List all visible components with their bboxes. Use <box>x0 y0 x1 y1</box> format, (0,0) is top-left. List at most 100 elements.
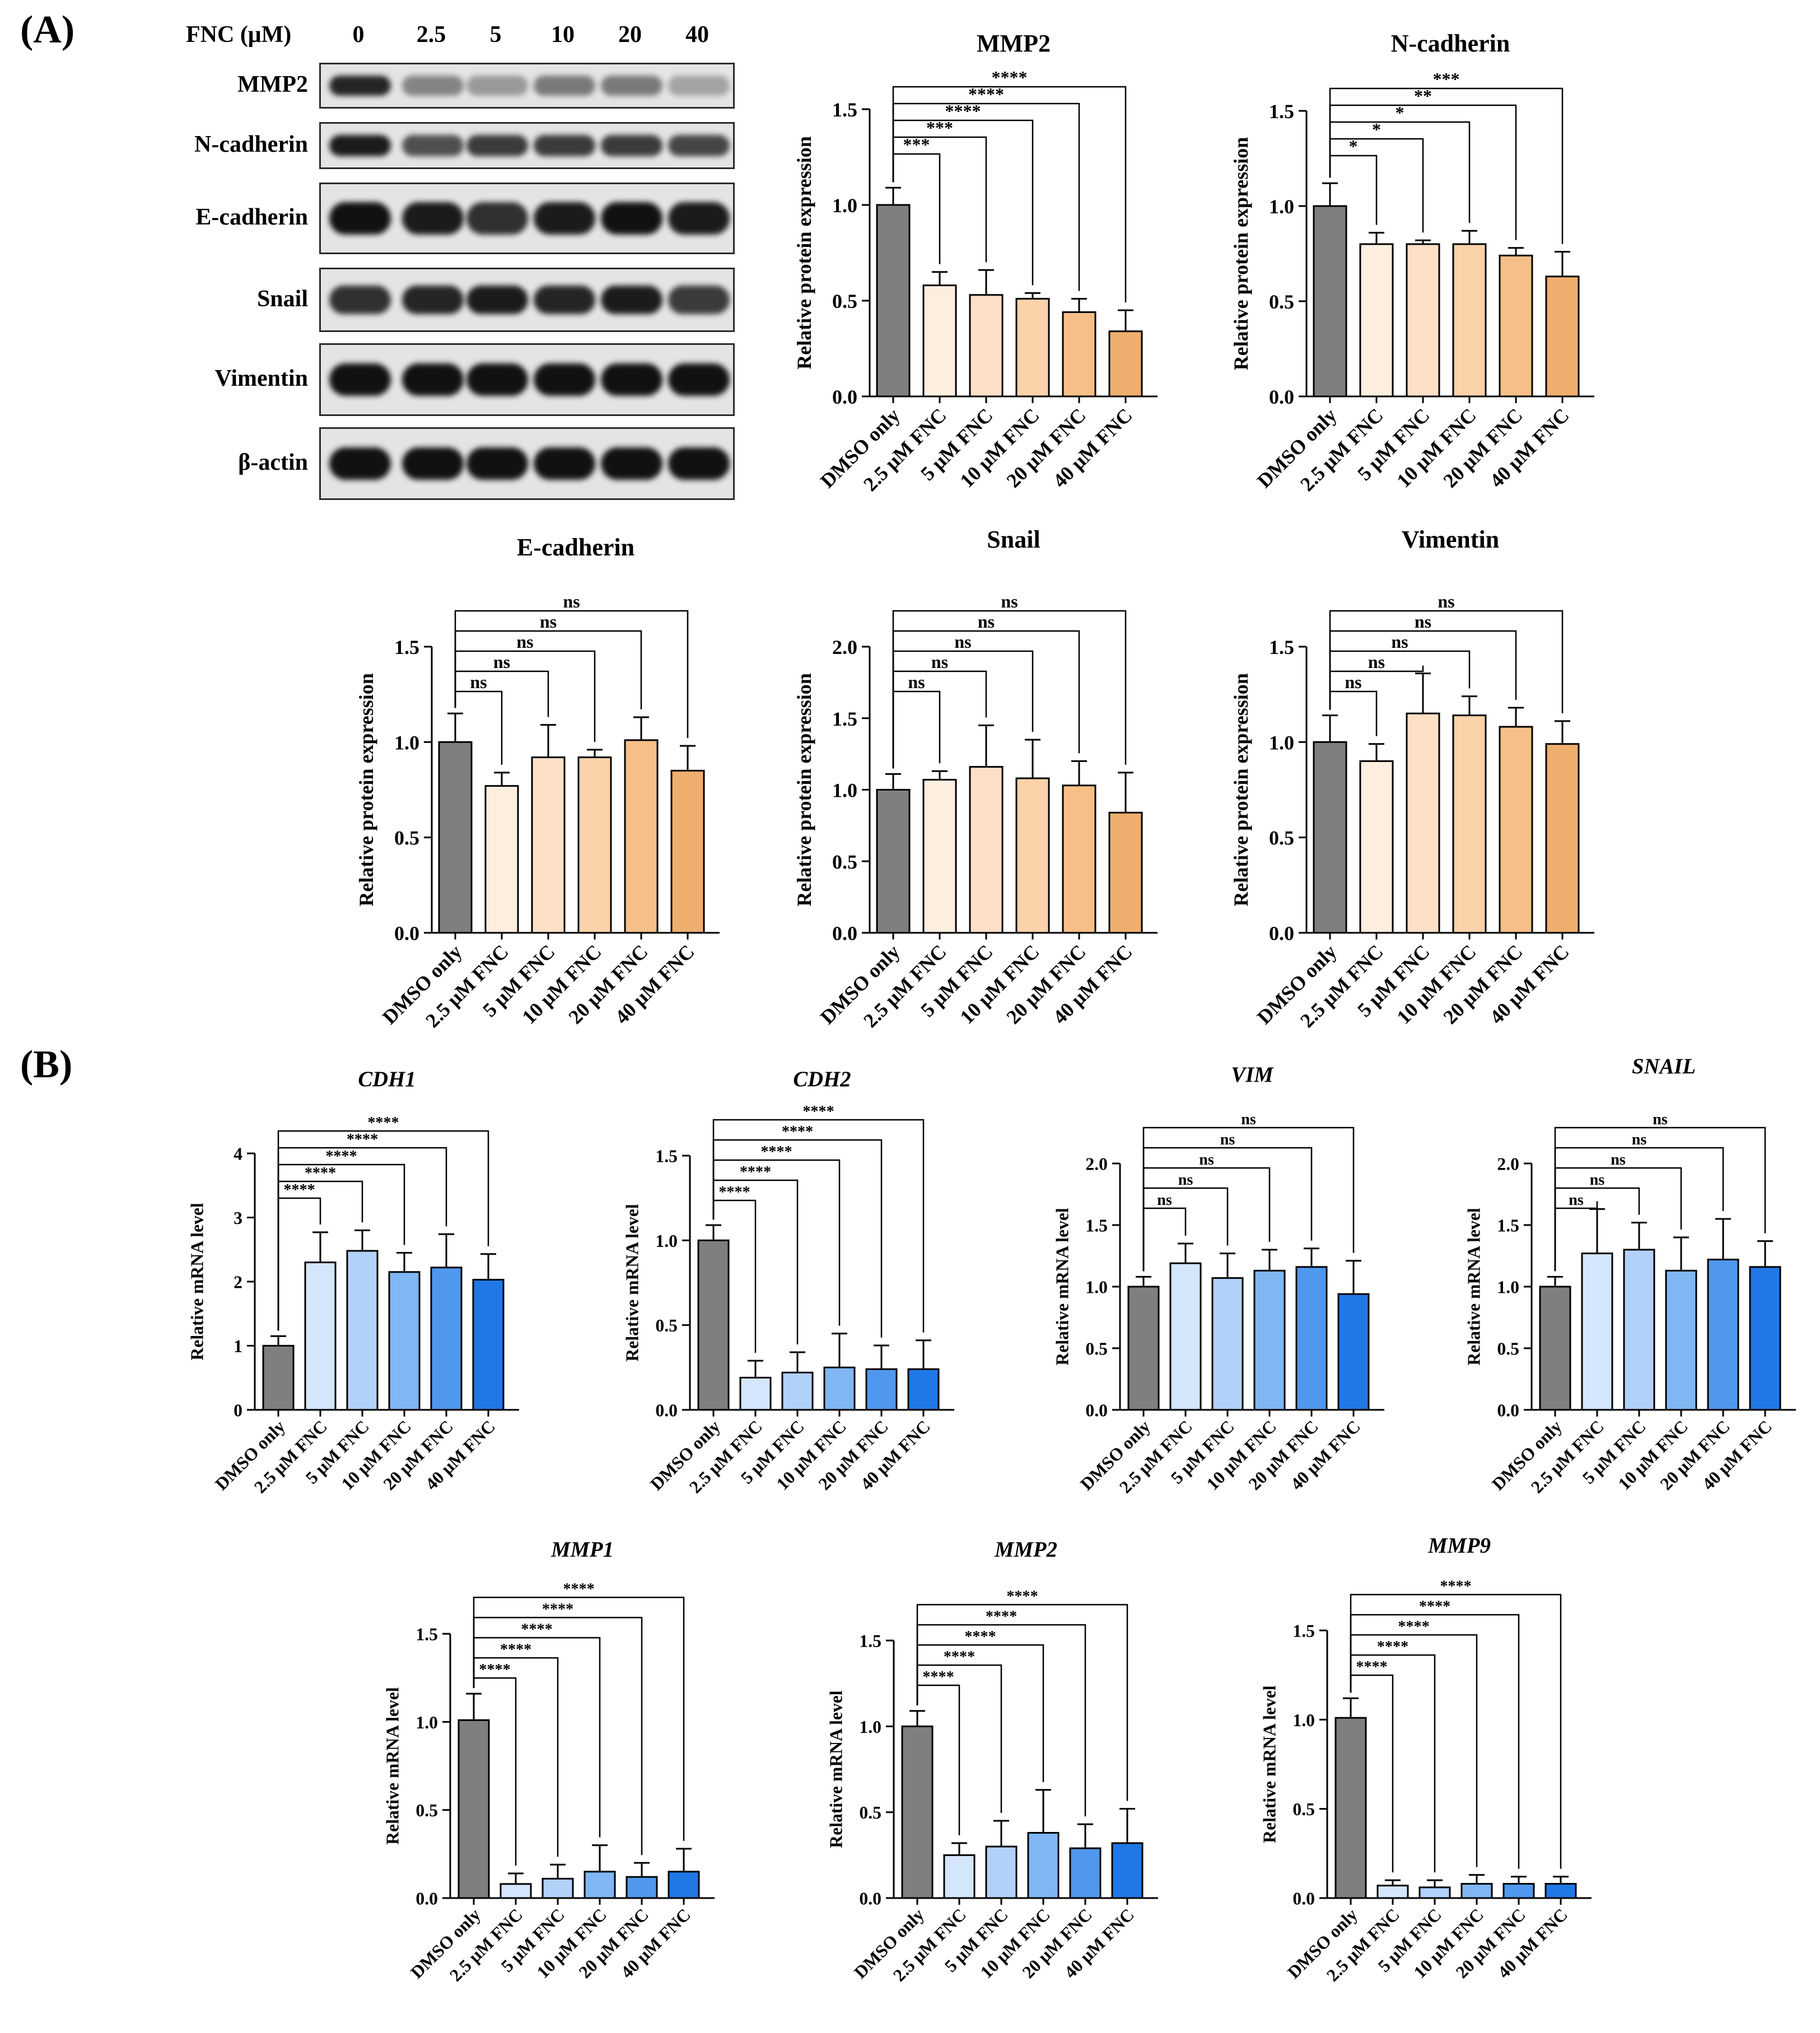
y-tick-label: 0.0 <box>832 386 857 408</box>
bar <box>697 1239 730 1411</box>
bar <box>1127 1286 1160 1411</box>
wb-band <box>668 75 730 96</box>
y-tick-label: 0.0 <box>832 922 857 945</box>
bar <box>1502 1883 1535 1899</box>
bar <box>922 779 957 934</box>
y-axis-label: Relative protein expression <box>1230 137 1252 371</box>
y-tick-label: 1.5 <box>1085 1216 1108 1235</box>
wb-band <box>466 363 528 396</box>
significance-bracket <box>1142 1127 1355 1272</box>
bar <box>430 1266 463 1411</box>
wb-lane-label: 40 <box>685 22 709 48</box>
y-axis-label: Relative mRNA level <box>1260 1685 1280 1843</box>
y-tick-label: 1.0 <box>1292 1710 1315 1730</box>
significance-label: ns <box>1569 1191 1584 1209</box>
wb-band <box>329 202 391 235</box>
significance-label: **** <box>1419 1598 1450 1615</box>
significance-label: **** <box>563 1581 594 1598</box>
significance-label: ns <box>978 611 995 632</box>
wb-lane-label: 2.5 <box>416 22 446 48</box>
y-tick-label: 0.0 <box>1497 1400 1519 1420</box>
bar <box>985 1845 1018 1899</box>
y-axis-label: Relative mRNA level <box>383 1687 403 1845</box>
bar <box>1460 1883 1493 1899</box>
y-tick-label: 1.5 <box>1497 1216 1519 1235</box>
bar <box>969 766 1004 934</box>
y-tick-label: 1.0 <box>655 1231 678 1251</box>
y-tick-label: 0.5 <box>832 290 857 312</box>
wb-row-label: β-actin <box>238 450 308 475</box>
y-tick-label: 0.0 <box>859 1889 881 1908</box>
bar <box>1169 1262 1202 1411</box>
bar <box>876 789 911 934</box>
y-axis-label: Relative protein expression <box>355 673 377 906</box>
bar <box>1406 712 1440 934</box>
significance-label: **** <box>1356 1658 1387 1676</box>
wb-band <box>329 135 391 156</box>
y-tick-label: 1.0 <box>859 1717 881 1737</box>
bar <box>584 1871 616 1899</box>
bar <box>865 1368 898 1411</box>
significance-bracket <box>1142 1167 1271 1272</box>
wb-band <box>466 75 528 96</box>
wb-lane-label: 5 <box>489 22 502 48</box>
y-tick-label: 0.5 <box>1269 827 1294 849</box>
bar <box>1749 1266 1781 1411</box>
bar <box>542 1877 574 1899</box>
wb-band <box>534 135 595 156</box>
chart-title: MMP1 <box>550 1537 614 1562</box>
bar <box>472 1279 505 1411</box>
y-axis-label: Relative protein expression <box>793 136 815 370</box>
chart-title: VIM <box>1231 1063 1274 1087</box>
bar <box>1062 311 1096 398</box>
bar <box>388 1271 421 1411</box>
significance-bracket <box>473 1596 685 1841</box>
wb-lane-label: 10 <box>551 22 575 48</box>
chart-title: Snail <box>987 526 1040 553</box>
y-tick-label: 0.0 <box>1292 1889 1315 1908</box>
wb-blot-strip <box>319 268 735 332</box>
y-tick-label: 0.5 <box>1085 1339 1108 1358</box>
significance-label: **** <box>500 1641 531 1658</box>
significance-label: **** <box>760 1143 792 1161</box>
chart-snail-3: Snail 0.0 0.5 1.0 1.5 2.0 Relative protein exp… <box>793 526 1158 1032</box>
bar <box>1253 1269 1286 1411</box>
significance-label: **** <box>521 1621 552 1638</box>
wb-band <box>402 285 464 315</box>
wb-band <box>601 447 662 480</box>
bar <box>1108 330 1143 398</box>
significance-label: * <box>1396 102 1404 123</box>
y-tick-label: 1.0 <box>394 731 419 754</box>
bar <box>1108 811 1143 934</box>
y-tick-label: 0 <box>234 1400 242 1420</box>
significance-label: **** <box>782 1123 813 1141</box>
y-tick-label: 1.5 <box>416 1624 438 1644</box>
y-tick-label: 2 <box>234 1272 242 1292</box>
wb-band <box>534 447 595 480</box>
wb-row-label: MMP2 <box>237 72 308 97</box>
significance-bracket <box>892 610 1127 769</box>
wb-band <box>668 135 730 156</box>
chart-title: SNAIL <box>1632 1054 1696 1078</box>
significance-label: ns <box>1241 1111 1256 1128</box>
y-axis-label: Relative protein expression <box>793 673 815 906</box>
significance-label: **** <box>944 1648 975 1666</box>
significance-label: ns <box>1611 1151 1626 1169</box>
significance-label: ns <box>1345 672 1361 692</box>
chart-vimentin-4: Vimentin 0.0 0.5 1.0 1.5 Relative protein exp… <box>1230 526 1594 1032</box>
y-tick-label: 0.0 <box>416 1889 438 1908</box>
significance-label: **** <box>740 1163 771 1181</box>
wb-row-label: N-cadherin <box>194 132 308 157</box>
significance-label: ns <box>1157 1191 1172 1209</box>
significance-label: ns <box>1415 611 1431 632</box>
bar <box>1418 1886 1451 1899</box>
significance-label: ns <box>1199 1151 1214 1169</box>
bar <box>1027 1831 1060 1899</box>
y-tick-label: 0.0 <box>1269 922 1294 945</box>
bar <box>1499 254 1533 398</box>
bar <box>739 1376 772 1411</box>
significance-label: **** <box>1398 1618 1429 1635</box>
